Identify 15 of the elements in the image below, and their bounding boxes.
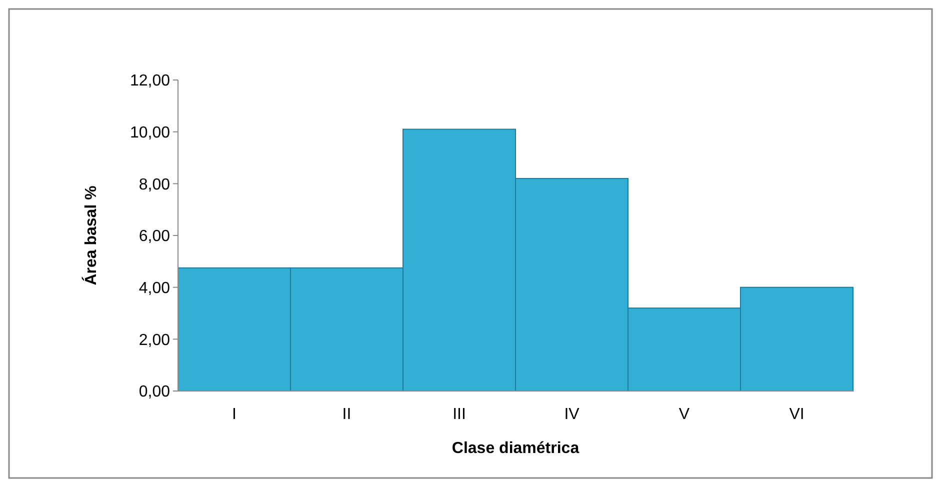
x-tick-label: I: [232, 406, 236, 423]
y-tick-label: 2,00: [138, 332, 170, 349]
y-axis-title: Área basal %: [81, 186, 100, 286]
x-tick-label: II: [342, 406, 352, 423]
y-tick-label: 4,00: [138, 280, 170, 297]
y-tick-label: 8,00: [138, 176, 170, 194]
x-tick-label: V: [678, 406, 690, 423]
y-tick-label: 0,00: [138, 384, 170, 401]
x-tick-label: IV: [564, 406, 580, 423]
x-tick-label: VI: [789, 406, 804, 423]
y-tick-label: 10,00: [130, 124, 170, 142]
x-tick-label: III: [452, 406, 466, 423]
x-axis-title: Clase diamétrica: [452, 440, 580, 457]
y-tick-label: 6,00: [138, 228, 170, 246]
y-tick-label: 12,00: [130, 72, 170, 90]
